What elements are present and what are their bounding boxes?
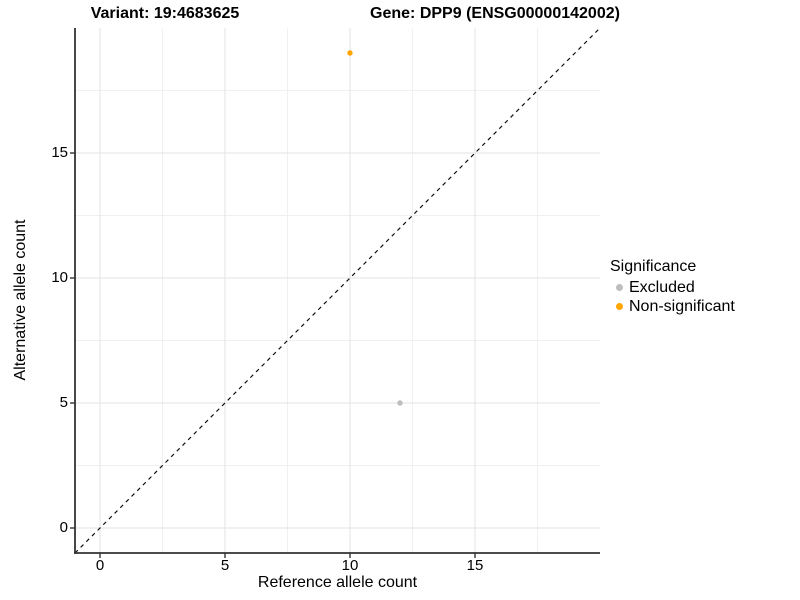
gene-title: Gene: DPP9 (ENSG00000142002) [370,5,620,22]
y-tick-label: 0 [59,519,68,536]
y-tick-label: 5 [59,394,68,411]
axis-tick-marks [70,152,476,558]
major-gridlines [75,28,600,553]
variant-title: Variant: 19:4683625 [90,5,240,22]
legend-item-label: Excluded [629,279,695,296]
identity-line [74,27,601,554]
excluded-dot-icon [616,284,623,291]
y-tick-label: 10 [51,269,68,286]
identity-dashed-line [74,27,601,554]
legend-title: Significance [610,258,697,275]
x-tick-label: 5 [220,557,230,574]
axis-lines [74,28,600,554]
y-axis-title: Alternative allele count [12,219,29,381]
x-tick-label: 0 [95,557,105,574]
legend-item-excluded: Excluded [610,278,735,297]
x-axis-title: Reference allele count [257,574,418,591]
legend-item-non-significant: Non-significant [610,297,735,316]
legend-item-label: Non-significant [629,298,735,315]
data-point-non-significant [347,50,353,56]
non-significant-dot-icon [616,303,623,310]
data-point-excluded [397,400,403,406]
x-tick-label: 15 [466,557,484,574]
y-tick-label: 15 [51,144,68,161]
data-points [347,50,403,406]
legend: Significance Excluded Non-significant [610,257,735,316]
x-tick-label: 10 [341,557,359,574]
